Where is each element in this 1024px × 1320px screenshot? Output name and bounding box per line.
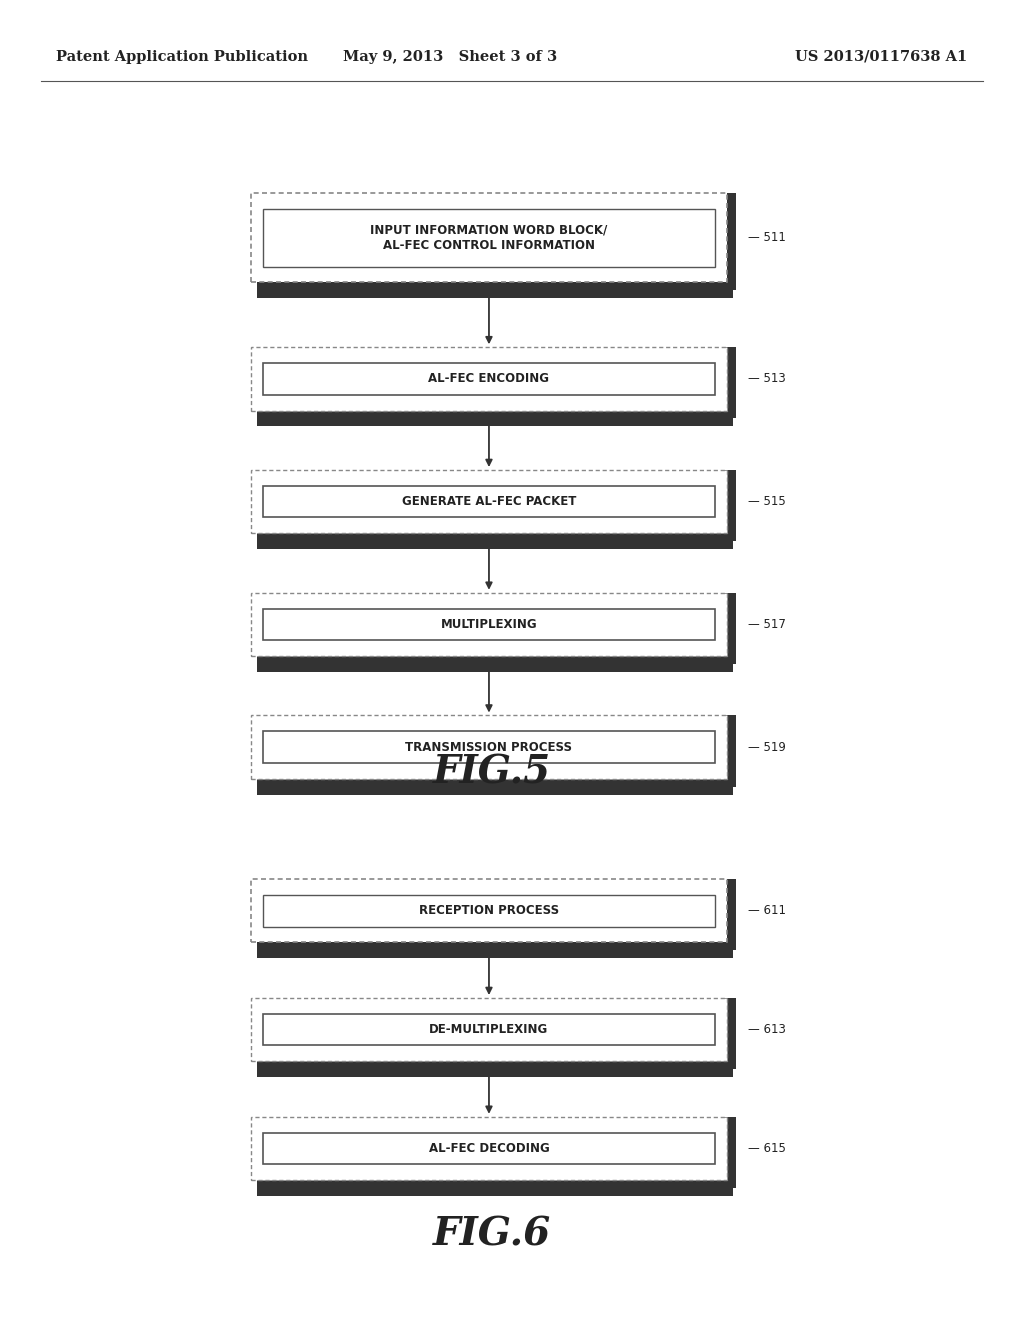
- Bar: [724, 470, 736, 541]
- Text: MULTIPLEXING: MULTIPLEXING: [440, 618, 538, 631]
- FancyBboxPatch shape: [263, 1014, 715, 1045]
- Text: — 517: — 517: [748, 618, 785, 631]
- FancyBboxPatch shape: [263, 609, 715, 640]
- Bar: [257, 282, 733, 298]
- Text: US 2013/0117638 A1: US 2013/0117638 A1: [796, 50, 968, 63]
- FancyBboxPatch shape: [251, 1117, 727, 1180]
- FancyBboxPatch shape: [251, 193, 727, 282]
- Bar: [257, 779, 733, 795]
- Text: TRANSMISSION PROCESS: TRANSMISSION PROCESS: [406, 741, 572, 754]
- FancyBboxPatch shape: [251, 593, 727, 656]
- Bar: [724, 998, 736, 1069]
- Bar: [257, 1061, 733, 1077]
- FancyBboxPatch shape: [263, 209, 715, 267]
- Text: INPUT INFORMATION WORD BLOCK/
AL-FEC CONTROL INFORMATION: INPUT INFORMATION WORD BLOCK/ AL-FEC CON…: [371, 223, 607, 252]
- Bar: [257, 942, 733, 958]
- FancyBboxPatch shape: [251, 998, 727, 1061]
- Text: — 513: — 513: [748, 372, 785, 385]
- FancyBboxPatch shape: [251, 879, 727, 942]
- Bar: [724, 879, 736, 950]
- Text: AL-FEC DECODING: AL-FEC DECODING: [429, 1142, 549, 1155]
- Text: FIG.5: FIG.5: [432, 754, 551, 791]
- Bar: [257, 411, 733, 426]
- Text: AL-FEC ENCODING: AL-FEC ENCODING: [428, 372, 550, 385]
- Text: Patent Application Publication: Patent Application Publication: [56, 50, 308, 63]
- Text: — 613: — 613: [748, 1023, 785, 1036]
- FancyBboxPatch shape: [263, 486, 715, 517]
- FancyBboxPatch shape: [263, 895, 715, 927]
- Bar: [724, 593, 736, 664]
- Text: — 519: — 519: [748, 741, 785, 754]
- Bar: [257, 656, 733, 672]
- Text: RECEPTION PROCESS: RECEPTION PROCESS: [419, 904, 559, 917]
- Text: DE-MULTIPLEXING: DE-MULTIPLEXING: [429, 1023, 549, 1036]
- Text: — 611: — 611: [748, 904, 785, 917]
- FancyBboxPatch shape: [263, 1133, 715, 1164]
- Bar: [257, 1180, 733, 1196]
- Text: FIG.6: FIG.6: [432, 1216, 551, 1253]
- Bar: [724, 347, 736, 418]
- Text: — 515: — 515: [748, 495, 785, 508]
- FancyBboxPatch shape: [251, 347, 727, 411]
- Bar: [724, 715, 736, 787]
- Text: May 9, 2013   Sheet 3 of 3: May 9, 2013 Sheet 3 of 3: [343, 50, 558, 63]
- Bar: [724, 1117, 736, 1188]
- Text: — 511: — 511: [748, 231, 785, 244]
- Bar: [257, 533, 733, 549]
- Bar: [724, 193, 736, 290]
- Text: — 615: — 615: [748, 1142, 785, 1155]
- FancyBboxPatch shape: [263, 731, 715, 763]
- FancyBboxPatch shape: [263, 363, 715, 395]
- FancyBboxPatch shape: [251, 470, 727, 533]
- FancyBboxPatch shape: [251, 715, 727, 779]
- Text: GENERATE AL-FEC PACKET: GENERATE AL-FEC PACKET: [401, 495, 577, 508]
